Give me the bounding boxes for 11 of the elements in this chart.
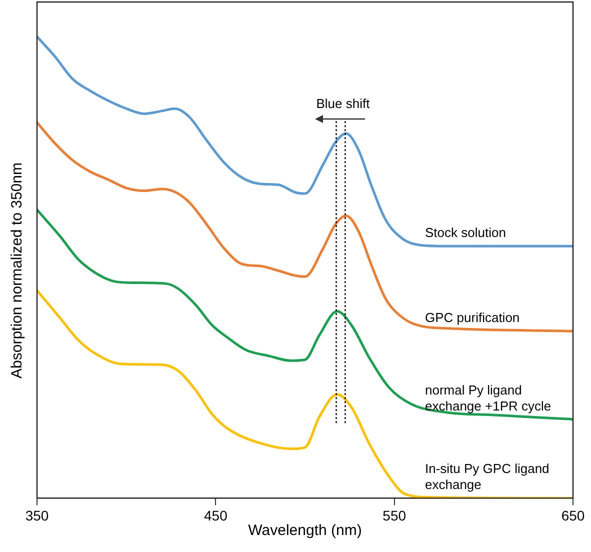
y-axis-title: Absorption normalized to 350nm bbox=[8, 162, 26, 380]
annotation: Blue shift bbox=[316, 96, 370, 112]
x-tick-label: 650 bbox=[561, 507, 585, 524]
series-label: GPC purification bbox=[425, 310, 520, 326]
x-axis-title: Wavelength (nm) bbox=[247, 522, 363, 539]
series-label: In-situ Py GPC ligand exchange bbox=[425, 461, 550, 492]
series-label: normal Py ligand exchange +1PR cycle bbox=[425, 382, 552, 414]
x-tick-label: 450 bbox=[204, 507, 228, 524]
x-tick-label: 350 bbox=[25, 507, 49, 524]
x-tick-label: 550 bbox=[382, 507, 406, 524]
series-label: Stock solution bbox=[425, 225, 506, 240]
